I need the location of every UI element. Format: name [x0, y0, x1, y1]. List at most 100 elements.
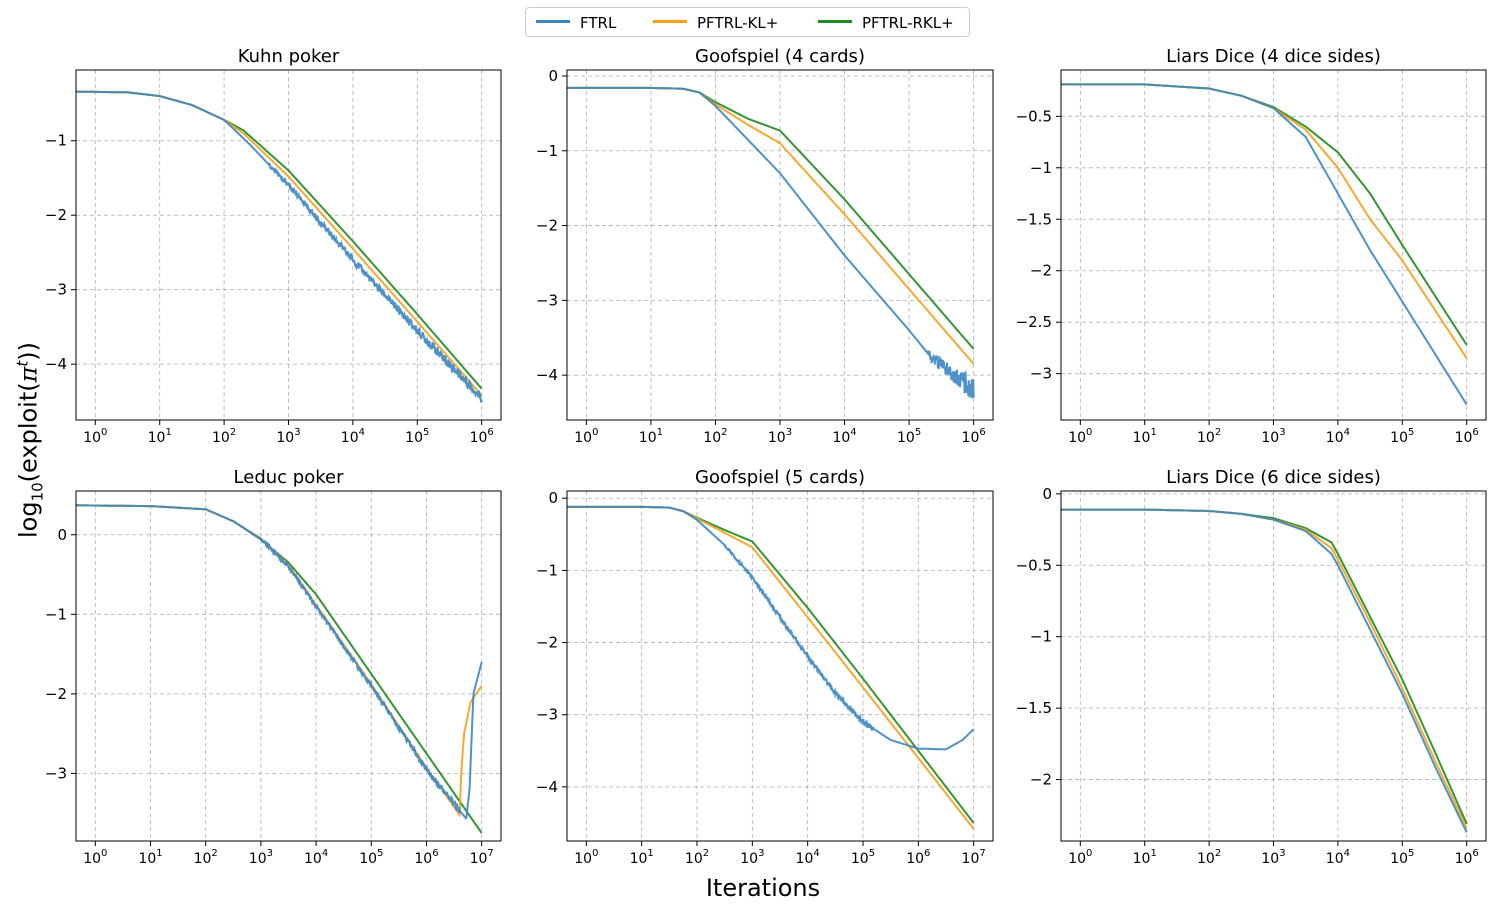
plot-frame: [1060, 69, 1487, 421]
y-tick-label: −2: [536, 634, 558, 652]
y-tick-label: −3: [45, 281, 67, 299]
x-tick-label: 102: [1197, 848, 1221, 867]
x-tick-label: 107: [470, 848, 494, 867]
series-pftrl-kl-line: [567, 505, 975, 830]
y-tick-label: −1: [1030, 628, 1052, 646]
series-ftrl-line: [567, 505, 975, 751]
y-tick-label: −2: [1030, 771, 1052, 789]
ylabel-pi: π: [14, 366, 43, 383]
plot-frame: [566, 69, 994, 421]
ylabel-t: t: [13, 360, 32, 367]
x-tick-label: 103: [768, 427, 792, 446]
ylabel-mid: (exploit(: [14, 382, 43, 483]
x-tick-label: 106: [414, 848, 438, 867]
series-pftrl-rkl-line: [567, 86, 975, 350]
y-tick-label: −1: [536, 561, 558, 579]
legend-swatch-ftrl: [536, 20, 570, 23]
y-tick-label: −2: [45, 685, 67, 703]
x-tick-label: 104: [341, 427, 365, 446]
series-ftrl-line: [1061, 83, 1468, 406]
y-tick-label: −3: [1030, 365, 1052, 383]
y-tick-label: 0: [548, 67, 558, 85]
y-tick-label: −2: [1030, 262, 1052, 280]
x-tick-label: 104: [1326, 848, 1350, 867]
legend-item-pftrl-kl: PFTRL-KL+: [653, 14, 778, 32]
x-tick-label: 107: [962, 848, 986, 867]
chart-title: Liars Dice (6 dice sides): [1166, 467, 1381, 488]
x-tick-label: 103: [740, 848, 764, 867]
x-tick-label: 101: [639, 427, 663, 446]
legend-label-ftrl: FTRL: [580, 14, 617, 32]
legend-item-pftrl-rkl: PFTRL-RKL+: [818, 14, 954, 32]
legend: FTRL PFTRL-KL+ PFTRL-RKL+: [525, 7, 970, 37]
x-tick-label: 105: [405, 427, 429, 446]
legend-label-pftrl-rkl: PFTRL-RKL+: [862, 14, 954, 32]
x-tick-label: 100: [83, 848, 107, 867]
y-tick-label: −3: [45, 764, 67, 782]
plot-frame: [566, 490, 994, 842]
x-tick-label: 100: [1068, 427, 1092, 446]
chart-title: Leduc poker: [234, 467, 345, 488]
y-tick-label: −1: [536, 142, 558, 160]
chart-title: Liars Dice (4 dice sides): [1166, 46, 1381, 67]
y-axis-label: log10(exploit(πt)): [14, 342, 47, 538]
x-tick-label: 101: [1133, 848, 1157, 867]
x-tick-label: 105: [1390, 848, 1414, 867]
x-tick-label: 102: [685, 848, 709, 867]
ylabel-log: log: [14, 501, 43, 539]
chart-title: Goofspiel (5 cards): [695, 467, 865, 488]
x-tick-label: 101: [630, 848, 654, 867]
x-tick-label: 100: [1068, 848, 1092, 867]
x-tick-label: 103: [1261, 848, 1285, 867]
y-tick-label: −2: [536, 217, 558, 235]
y-tick-label: −1.5: [1016, 210, 1052, 228]
legend-swatch-pftrl-kl: [653, 20, 687, 23]
x-tick-label: 106: [1455, 427, 1479, 446]
x-tick-label: 104: [304, 848, 328, 867]
x-axis-label: Iterations: [705, 874, 821, 902]
x-tick-label: 103: [249, 848, 273, 867]
x-tick-label: 100: [574, 848, 598, 867]
x-tick-label: 105: [1390, 427, 1414, 446]
x-tick-label: 105: [897, 427, 921, 446]
series-pftrl-rkl-line: [567, 505, 975, 824]
legend-swatch-pftrl-rkl: [818, 20, 852, 23]
series-ftrl-line: [76, 90, 483, 403]
x-tick-label: 105: [359, 848, 383, 867]
y-tick-label: −1.5: [1016, 699, 1052, 717]
y-tick-label: −1: [45, 132, 67, 150]
x-tick-label: 106: [1455, 848, 1479, 867]
y-tick-label: −2.5: [1016, 313, 1052, 331]
y-tick-label: −1: [1030, 159, 1052, 177]
series-pftrl-kl-line: [1061, 83, 1468, 359]
legend-label-pftrl-kl: PFTRL-KL+: [697, 14, 779, 32]
x-tick-label: 105: [851, 848, 875, 867]
x-tick-label: 106: [470, 427, 494, 446]
x-tick-label: 106: [962, 427, 986, 446]
x-tick-label: 101: [1133, 427, 1157, 446]
series-pftrl-rkl-line: [76, 90, 483, 390]
panel-liars-dice-6-dice-sides: Liars Dice (6 dice sides) 100 101 102 103 104…: [1016, 467, 1487, 867]
y-tick-label: −3: [536, 291, 558, 309]
x-tick-label: 102: [1197, 427, 1221, 446]
series-pftrl-kl-line: [76, 504, 483, 818]
x-tick-label: 101: [138, 848, 162, 867]
series-pftrl-rkl-line: [1061, 508, 1468, 825]
panel-liars-dice-4-dice-sides: Liars Dice (4 dice sides) 100 101 102 103 104…: [1016, 46, 1487, 446]
y-tick-label: −1: [45, 605, 67, 623]
panel-goofspiel-5-cards: Goofspiel (5 cards) 100 101 102 103 104 105 106…: [536, 467, 994, 867]
x-tick-label: 102: [703, 427, 727, 446]
plot-frame: [75, 490, 502, 842]
y-tick-label: −0.5: [1016, 107, 1052, 125]
x-tick-label: 104: [832, 427, 856, 446]
plot-frame: [75, 69, 502, 421]
plot-frame: [1060, 490, 1487, 842]
x-tick-label: 103: [276, 427, 300, 446]
panel-kuhn-poker: Kuhn poker 100 101 102 103 104 105 106 −4 −3 −2 −1: [45, 46, 502, 446]
y-tick-label: −0.5: [1016, 556, 1052, 574]
x-tick-label: 102: [212, 427, 236, 446]
y-tick-label: 0: [57, 526, 67, 544]
y-tick-label: −4: [536, 366, 558, 384]
y-tick-label: −4: [536, 778, 558, 796]
